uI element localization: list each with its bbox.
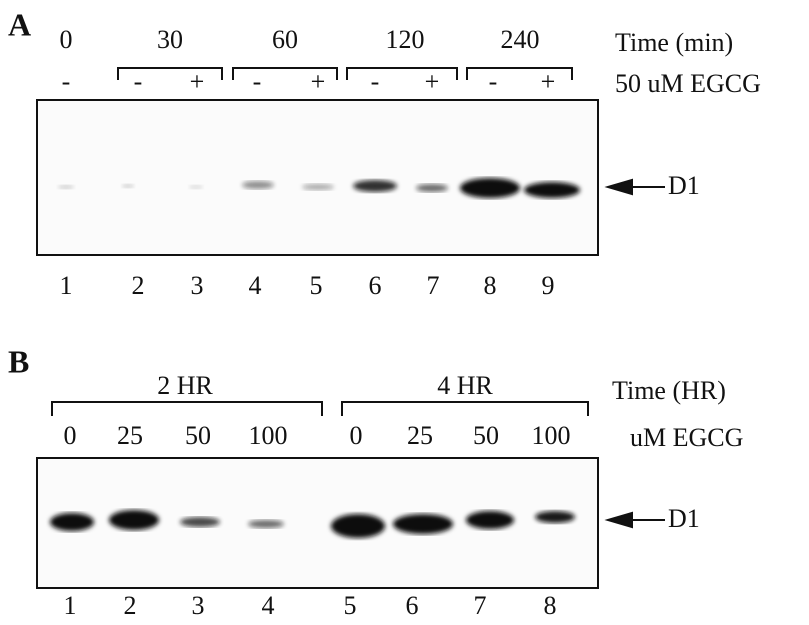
panel-label: A bbox=[8, 6, 31, 42]
treatment-label: 50 uM EGCG bbox=[615, 69, 761, 98]
brackets bbox=[118, 68, 572, 80]
lane: 6 bbox=[369, 271, 382, 300]
lane: 4 bbox=[262, 591, 275, 620]
gel bbox=[37, 100, 598, 255]
lane: 5 bbox=[310, 271, 323, 300]
lane: 1 bbox=[60, 271, 73, 300]
dose: 0 bbox=[350, 421, 363, 450]
lane: 8 bbox=[544, 591, 557, 620]
time: 4 HR bbox=[437, 371, 493, 400]
time: 2 HR bbox=[157, 371, 213, 400]
dose: 50 bbox=[473, 421, 499, 450]
panel-a: A 0 30 60 120 240 Time (min) - - + - + -… bbox=[8, 6, 761, 300]
treatment: + bbox=[311, 67, 326, 96]
treatment: - bbox=[489, 67, 498, 96]
panel-b: B 2 HR 4 HR Time (HR) 0 25 50 100 0 25 5… bbox=[8, 343, 743, 620]
treatment: - bbox=[62, 67, 71, 96]
dose: 25 bbox=[117, 421, 143, 450]
dose: 100 bbox=[532, 421, 571, 450]
dose: 100 bbox=[249, 421, 288, 450]
treatment: - bbox=[371, 67, 380, 96]
lane: 4 bbox=[249, 271, 262, 300]
arrow bbox=[608, 513, 665, 527]
arrow bbox=[608, 180, 665, 194]
time: 30 bbox=[157, 25, 183, 54]
treatment: + bbox=[425, 67, 440, 96]
time: 120 bbox=[386, 25, 425, 54]
dose: 25 bbox=[407, 421, 433, 450]
treatment: - bbox=[253, 67, 262, 96]
time-label: Time (HR) bbox=[612, 376, 726, 405]
time: 240 bbox=[501, 25, 540, 54]
panel-label: B bbox=[8, 343, 29, 379]
lane: 8 bbox=[484, 271, 497, 300]
band-label: D1 bbox=[668, 171, 700, 200]
time: 60 bbox=[272, 25, 298, 54]
treatment: + bbox=[190, 67, 205, 96]
lane: 2 bbox=[124, 591, 137, 620]
lane: 2 bbox=[132, 271, 145, 300]
time-label: Time (min) bbox=[615, 28, 733, 57]
brackets bbox=[52, 402, 588, 416]
lane: 3 bbox=[191, 271, 204, 300]
figure: A 0 30 60 120 240 Time (min) - - + - + -… bbox=[0, 0, 809, 625]
lane: 9 bbox=[542, 271, 555, 300]
treatment: + bbox=[541, 67, 556, 96]
band-label: D1 bbox=[668, 504, 700, 533]
time: 0 bbox=[60, 25, 73, 54]
lane: 7 bbox=[474, 591, 487, 620]
treatment: - bbox=[134, 67, 143, 96]
dose-label: uM EGCG bbox=[630, 423, 743, 452]
lane: 1 bbox=[64, 591, 77, 620]
lane: 5 bbox=[344, 591, 357, 620]
lane: 7 bbox=[427, 271, 440, 300]
dose: 50 bbox=[185, 421, 211, 450]
dose: 0 bbox=[64, 421, 77, 450]
lane: 3 bbox=[192, 591, 205, 620]
lane: 6 bbox=[406, 591, 419, 620]
